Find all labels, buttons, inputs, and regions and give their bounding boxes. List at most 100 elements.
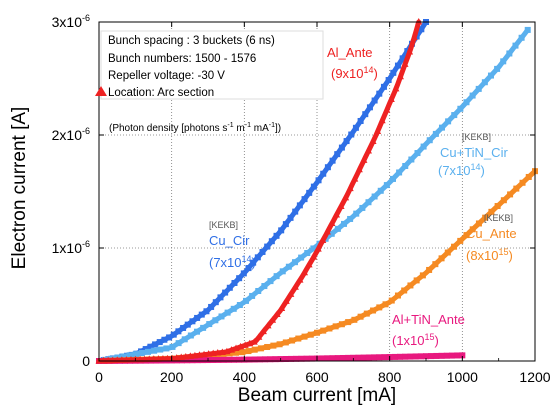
series-layer xyxy=(95,18,538,364)
data-point-marker xyxy=(151,347,158,354)
data-point-marker xyxy=(233,349,240,356)
data-point-marker xyxy=(396,72,404,80)
data-point-marker xyxy=(389,175,396,182)
y-tick-label: 2x10-6 xyxy=(52,126,90,143)
data-point-marker xyxy=(291,259,298,266)
data-point-marker xyxy=(457,105,464,112)
data-point-marker xyxy=(376,304,383,311)
data-point-marker xyxy=(451,243,458,250)
info-box xyxy=(100,30,324,100)
y-tick-label: 0 xyxy=(82,353,90,369)
data-point-marker xyxy=(267,278,274,285)
data-point-marker xyxy=(475,85,482,92)
data-point-marker xyxy=(184,321,191,328)
photon-density-note: (Photon density [photons s-1 m-1 mA-1]) xyxy=(109,122,281,134)
data-point-marker xyxy=(337,202,345,209)
data-point-marker xyxy=(507,191,514,198)
data-point-marker xyxy=(444,249,451,256)
data-point-marker xyxy=(463,232,470,239)
data-point-marker xyxy=(198,311,205,318)
data-point-marker xyxy=(332,323,339,330)
data-point-marker xyxy=(152,341,159,348)
data-point-marker xyxy=(346,184,354,192)
data-point-marker xyxy=(285,263,292,270)
data-point-marker xyxy=(314,329,320,336)
data-point-marker xyxy=(251,346,258,353)
label-cu-cir: Cu_Cir xyxy=(209,233,250,248)
data-point-marker xyxy=(438,255,445,262)
data-point-marker xyxy=(376,354,383,361)
data-point-marker xyxy=(343,138,350,145)
data-point-marker xyxy=(352,124,359,131)
label-cu-ante: Cu_Ante xyxy=(466,226,517,241)
data-point-marker xyxy=(163,345,170,352)
data-point-marker xyxy=(326,325,333,332)
location-marker-icon xyxy=(95,86,107,96)
data-point-marker xyxy=(239,349,246,356)
data-point-marker xyxy=(448,352,455,359)
data-point-marker xyxy=(385,77,392,84)
data-point-marker xyxy=(412,353,419,360)
data-point-marker xyxy=(432,130,439,137)
series-cu-ante xyxy=(96,168,538,364)
data-point-marker xyxy=(360,354,367,361)
data-point-marker xyxy=(314,245,322,252)
data-point-marker xyxy=(161,336,168,343)
data-point-marker xyxy=(175,340,182,347)
data-point-marker xyxy=(250,338,258,345)
data-point-marker xyxy=(506,50,513,57)
data-point-marker xyxy=(240,270,247,277)
data-point-marker xyxy=(365,354,372,361)
data-point-marker xyxy=(287,290,295,297)
data-point-marker xyxy=(259,248,266,255)
data-point-marker xyxy=(175,328,182,335)
data-point-marker xyxy=(303,355,310,362)
data-point-marker xyxy=(293,355,300,362)
data-point-marker xyxy=(387,95,395,102)
data-point-marker xyxy=(296,202,303,209)
data-point-marker xyxy=(306,189,313,196)
data-point-marker xyxy=(262,356,269,363)
data-point-marker xyxy=(308,355,315,362)
x-axis-label: Beam current [mA] xyxy=(238,385,396,406)
data-point-marker xyxy=(245,348,252,355)
data-point-marker xyxy=(438,352,445,359)
data-point-marker xyxy=(159,355,167,362)
density-cu-cir: (7x1014) xyxy=(209,254,256,270)
data-point-marker xyxy=(296,276,304,283)
data-point-marker xyxy=(276,341,283,348)
data-point-marker xyxy=(222,289,229,296)
data-point-marker xyxy=(264,321,272,329)
data-point-marker xyxy=(351,316,358,323)
data-point-marker xyxy=(218,313,225,320)
data-point-marker xyxy=(397,353,404,360)
series-al-ante xyxy=(95,18,423,364)
data-point-marker xyxy=(269,316,277,323)
data-point-marker xyxy=(371,354,378,361)
data-point-marker xyxy=(347,215,354,222)
data-point-marker xyxy=(305,260,313,268)
data-point-marker xyxy=(126,352,133,359)
data-point-marker xyxy=(494,65,501,72)
data-point-marker xyxy=(169,343,176,350)
data-point-marker xyxy=(394,292,401,299)
data-point-marker xyxy=(189,318,196,325)
data-point-marker xyxy=(288,355,295,362)
data-point-marker xyxy=(181,336,188,343)
data-point-marker xyxy=(166,334,173,341)
y-tick-label: 1x10-6 xyxy=(52,239,90,256)
data-point-marker xyxy=(413,277,420,284)
x-tick-label: 600 xyxy=(305,369,329,385)
data-point-marker xyxy=(328,230,335,237)
data-point-marker xyxy=(236,356,243,363)
data-point-marker xyxy=(273,310,281,318)
data-point-marker xyxy=(334,355,341,362)
data-point-marker xyxy=(224,309,231,316)
data-point-marker xyxy=(357,313,364,320)
data-point-marker xyxy=(156,339,163,346)
density-cu-ante: (8x1015) xyxy=(466,247,513,263)
data-point-marker xyxy=(334,151,341,158)
data-point-marker xyxy=(264,243,271,250)
data-point-marker xyxy=(381,354,388,361)
x-tick-label: 400 xyxy=(233,369,257,385)
